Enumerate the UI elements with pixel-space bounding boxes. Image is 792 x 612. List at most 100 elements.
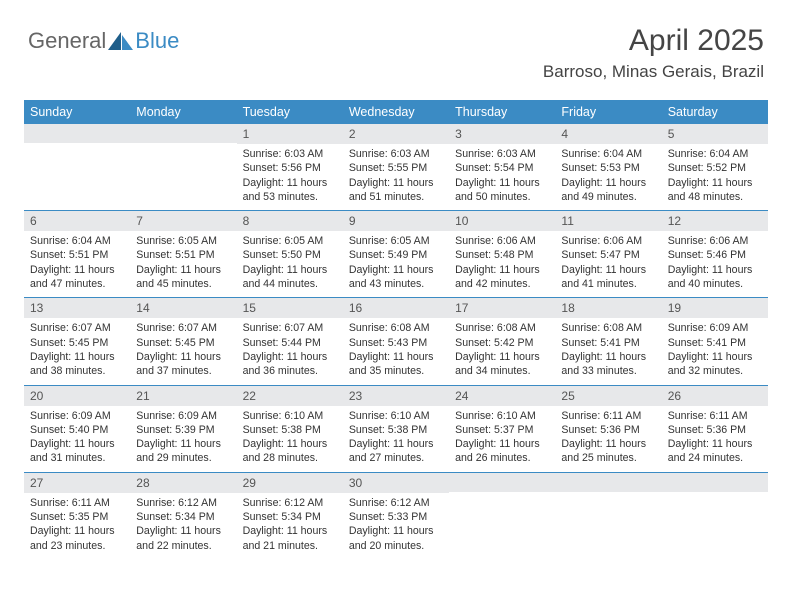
daylight-text: Daylight: 11 hours and 33 minutes. [561, 350, 655, 379]
day-details: Sunrise: 6:04 AMSunset: 5:53 PMDaylight:… [555, 144, 661, 210]
day-details: Sunrise: 6:05 AMSunset: 5:49 PMDaylight:… [343, 231, 449, 297]
sunrise-text: Sunrise: 6:08 AM [349, 321, 443, 335]
sunrise-text: Sunrise: 6:05 AM [349, 234, 443, 248]
sunrise-text: Sunrise: 6:05 AM [136, 234, 230, 248]
sunrise-text: Sunrise: 6:09 AM [30, 409, 124, 423]
day-number: 8 [237, 211, 343, 231]
day-cell [555, 473, 661, 559]
sunrise-text: Sunrise: 6:04 AM [30, 234, 124, 248]
sunset-text: Sunset: 5:34 PM [136, 510, 230, 524]
sunrise-text: Sunrise: 6:10 AM [349, 409, 443, 423]
day-number: 26 [662, 386, 768, 406]
day-details: Sunrise: 6:03 AMSunset: 5:54 PMDaylight:… [449, 144, 555, 210]
day-cell: 12Sunrise: 6:06 AMSunset: 5:46 PMDayligh… [662, 211, 768, 297]
daylight-text: Daylight: 11 hours and 41 minutes. [561, 263, 655, 292]
sunset-text: Sunset: 5:33 PM [349, 510, 443, 524]
daylight-text: Daylight: 11 hours and 29 minutes. [136, 437, 230, 466]
sunset-text: Sunset: 5:48 PM [455, 248, 549, 262]
day-cell: 15Sunrise: 6:07 AMSunset: 5:44 PMDayligh… [237, 298, 343, 384]
day-details: Sunrise: 6:07 AMSunset: 5:44 PMDaylight:… [237, 318, 343, 384]
day-number [555, 473, 661, 492]
sunrise-text: Sunrise: 6:12 AM [243, 496, 337, 510]
day-header: Saturday [662, 100, 768, 124]
sunset-text: Sunset: 5:47 PM [561, 248, 655, 262]
day-header: Friday [555, 100, 661, 124]
sunrise-text: Sunrise: 6:12 AM [349, 496, 443, 510]
day-details: Sunrise: 6:12 AMSunset: 5:34 PMDaylight:… [237, 493, 343, 559]
day-cell: 26Sunrise: 6:11 AMSunset: 5:36 PMDayligh… [662, 386, 768, 472]
day-number: 14 [130, 298, 236, 318]
header-right: April 2025 Barroso, Minas Gerais, Brazil [543, 24, 764, 82]
sunrise-text: Sunrise: 6:10 AM [455, 409, 549, 423]
day-cell: 25Sunrise: 6:11 AMSunset: 5:36 PMDayligh… [555, 386, 661, 472]
logo-text-general: General [28, 28, 106, 54]
day-details: Sunrise: 6:03 AMSunset: 5:56 PMDaylight:… [237, 144, 343, 210]
day-number: 12 [662, 211, 768, 231]
sunset-text: Sunset: 5:56 PM [243, 161, 337, 175]
sunset-text: Sunset: 5:50 PM [243, 248, 337, 262]
sunset-text: Sunset: 5:45 PM [30, 336, 124, 350]
day-number: 16 [343, 298, 449, 318]
day-cell: 2Sunrise: 6:03 AMSunset: 5:55 PMDaylight… [343, 124, 449, 210]
day-cell: 20Sunrise: 6:09 AMSunset: 5:40 PMDayligh… [24, 386, 130, 472]
daylight-text: Daylight: 11 hours and 22 minutes. [136, 524, 230, 553]
sunrise-text: Sunrise: 6:11 AM [30, 496, 124, 510]
day-number: 22 [237, 386, 343, 406]
day-details: Sunrise: 6:09 AMSunset: 5:40 PMDaylight:… [24, 406, 130, 472]
day-cell: 19Sunrise: 6:09 AMSunset: 5:41 PMDayligh… [662, 298, 768, 384]
day-details: Sunrise: 6:06 AMSunset: 5:47 PMDaylight:… [555, 231, 661, 297]
logo-sail-icon [108, 32, 134, 50]
daylight-text: Daylight: 11 hours and 26 minutes. [455, 437, 549, 466]
day-cell: 21Sunrise: 6:09 AMSunset: 5:39 PMDayligh… [130, 386, 236, 472]
day-number [24, 124, 130, 143]
sunrise-text: Sunrise: 6:07 AM [30, 321, 124, 335]
day-number: 3 [449, 124, 555, 144]
day-number: 9 [343, 211, 449, 231]
sunset-text: Sunset: 5:51 PM [136, 248, 230, 262]
sunrise-text: Sunrise: 6:04 AM [561, 147, 655, 161]
week-row: 6Sunrise: 6:04 AMSunset: 5:51 PMDaylight… [24, 211, 768, 298]
week-row: 27Sunrise: 6:11 AMSunset: 5:35 PMDayligh… [24, 473, 768, 559]
month-title: April 2025 [543, 24, 764, 58]
sunrise-text: Sunrise: 6:08 AM [561, 321, 655, 335]
sunrise-text: Sunrise: 6:03 AM [243, 147, 337, 161]
sunset-text: Sunset: 5:52 PM [668, 161, 762, 175]
daylight-text: Daylight: 11 hours and 31 minutes. [30, 437, 124, 466]
day-cell: 28Sunrise: 6:12 AMSunset: 5:34 PMDayligh… [130, 473, 236, 559]
sunset-text: Sunset: 5:35 PM [30, 510, 124, 524]
day-details: Sunrise: 6:12 AMSunset: 5:33 PMDaylight:… [343, 493, 449, 559]
daylight-text: Daylight: 11 hours and 47 minutes. [30, 263, 124, 292]
day-cell: 27Sunrise: 6:11 AMSunset: 5:35 PMDayligh… [24, 473, 130, 559]
daylight-text: Daylight: 11 hours and 53 minutes. [243, 176, 337, 205]
day-details: Sunrise: 6:08 AMSunset: 5:43 PMDaylight:… [343, 318, 449, 384]
daylight-text: Daylight: 11 hours and 45 minutes. [136, 263, 230, 292]
day-header: Wednesday [343, 100, 449, 124]
sunrise-text: Sunrise: 6:03 AM [349, 147, 443, 161]
day-number: 20 [24, 386, 130, 406]
day-cell: 11Sunrise: 6:06 AMSunset: 5:47 PMDayligh… [555, 211, 661, 297]
daylight-text: Daylight: 11 hours and 34 minutes. [455, 350, 549, 379]
day-number: 6 [24, 211, 130, 231]
day-details: Sunrise: 6:11 AMSunset: 5:35 PMDaylight:… [24, 493, 130, 559]
day-details: Sunrise: 6:12 AMSunset: 5:34 PMDaylight:… [130, 493, 236, 559]
sunrise-text: Sunrise: 6:04 AM [668, 147, 762, 161]
sunrise-text: Sunrise: 6:07 AM [243, 321, 337, 335]
sunrise-text: Sunrise: 6:06 AM [455, 234, 549, 248]
daylight-text: Daylight: 11 hours and 24 minutes. [668, 437, 762, 466]
day-number: 29 [237, 473, 343, 493]
day-cell [130, 124, 236, 210]
sunset-text: Sunset: 5:42 PM [455, 336, 549, 350]
daylight-text: Daylight: 11 hours and 25 minutes. [561, 437, 655, 466]
day-number: 10 [449, 211, 555, 231]
day-cell: 16Sunrise: 6:08 AMSunset: 5:43 PMDayligh… [343, 298, 449, 384]
day-number: 27 [24, 473, 130, 493]
day-number: 1 [237, 124, 343, 144]
day-cell: 3Sunrise: 6:03 AMSunset: 5:54 PMDaylight… [449, 124, 555, 210]
sunset-text: Sunset: 5:46 PM [668, 248, 762, 262]
day-details: Sunrise: 6:08 AMSunset: 5:42 PMDaylight:… [449, 318, 555, 384]
daylight-text: Daylight: 11 hours and 42 minutes. [455, 263, 549, 292]
day-details: Sunrise: 6:06 AMSunset: 5:48 PMDaylight:… [449, 231, 555, 297]
day-details: Sunrise: 6:11 AMSunset: 5:36 PMDaylight:… [662, 406, 768, 472]
sunset-text: Sunset: 5:54 PM [455, 161, 549, 175]
sunset-text: Sunset: 5:36 PM [561, 423, 655, 437]
